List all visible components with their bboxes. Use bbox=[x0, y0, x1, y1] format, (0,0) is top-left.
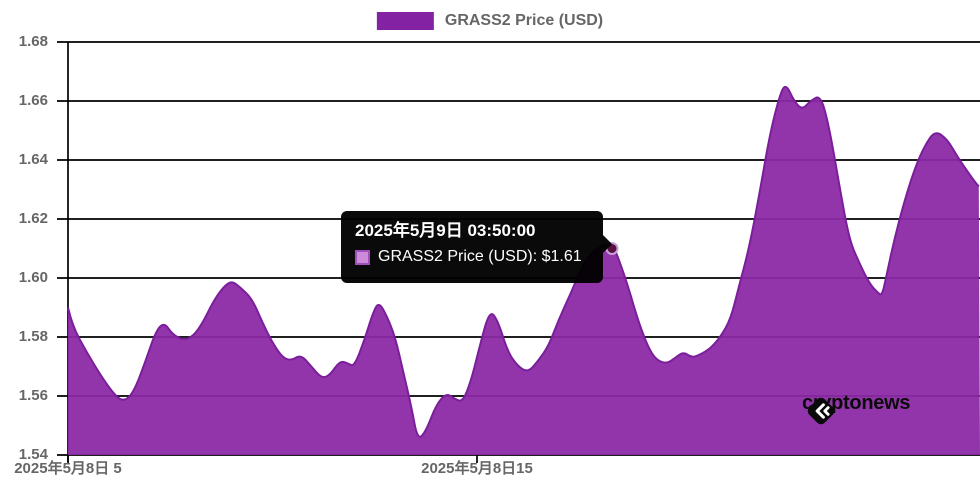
y-axis-label: 1.66 bbox=[18, 92, 48, 109]
x-axis-label-2: 2025年5月8日15 bbox=[421, 460, 533, 477]
y-axis-label: 1.58 bbox=[18, 328, 48, 345]
y-axis-label: 1.64 bbox=[18, 151, 48, 168]
tooltip-caret bbox=[603, 235, 612, 253]
chart-tooltip: 2025年5月9日 03:50:00 GRASS2 Price (USD): $… bbox=[341, 211, 612, 283]
y-axis-label: 1.56 bbox=[18, 387, 48, 404]
y-axis-label: 1.60 bbox=[18, 269, 48, 286]
cryptonews-logo[interactable]: cryptonews bbox=[802, 392, 910, 425]
cryptonews-diamond-icon bbox=[807, 397, 835, 425]
legend[interactable]: GRASS2 Price (USD) bbox=[376, 12, 604, 30]
tooltip-series-swatch bbox=[355, 249, 370, 265]
price-line bbox=[67, 85, 980, 438]
legend-swatch bbox=[376, 12, 434, 30]
tooltip-value: GRASS2 Price (USD): $1.61 bbox=[378, 248, 582, 265]
tooltip-timestamp: 2025年5月9日 03:50:00 bbox=[355, 221, 536, 240]
y-axis-label: 1.54 bbox=[18, 446, 48, 463]
price-area-fill[interactable] bbox=[68, 86, 980, 456]
legend-label: GRASS2 Price (USD) bbox=[444, 12, 604, 29]
tooltip-row: GRASS2 Price (USD): $1.61 bbox=[355, 248, 589, 266]
x-axis-label-1: 2025年5月8日 5 bbox=[14, 460, 122, 477]
y-axis-label: 1.62 bbox=[18, 210, 48, 227]
y-axis-label: 1.68 bbox=[18, 33, 48, 50]
